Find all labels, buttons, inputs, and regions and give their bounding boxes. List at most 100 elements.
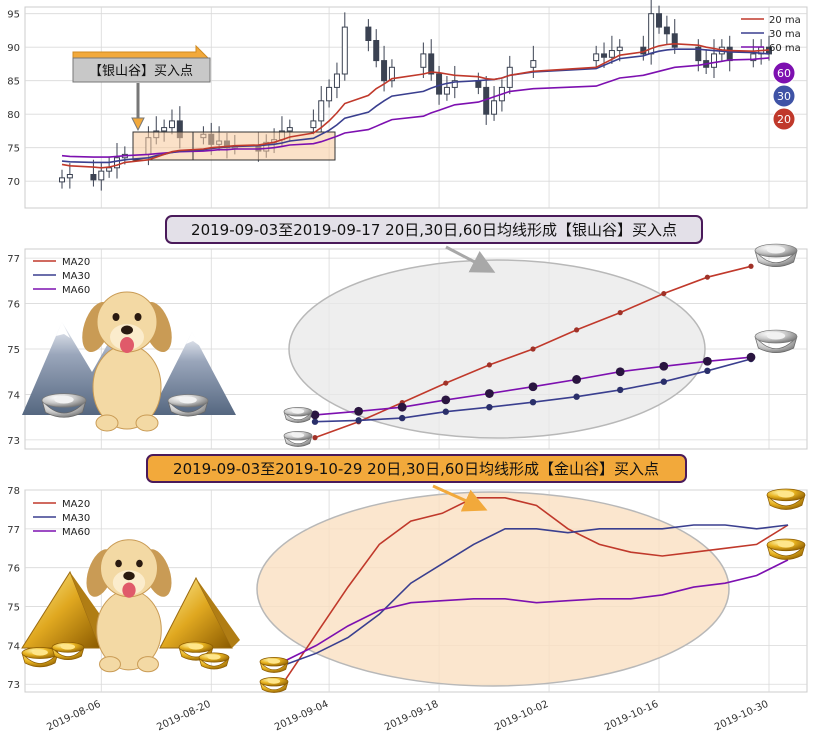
mid-point-ma30-0 [311, 418, 319, 425]
mid-point-ma30-3 [442, 408, 449, 415]
candle [365, 19, 372, 52]
mid-point-ma30-6 [573, 393, 580, 400]
end-badges: 60 30 20 [772, 61, 796, 131]
candle [593, 45, 600, 68]
silver-valley-box-right [192, 131, 336, 161]
candle [428, 39, 435, 81]
silver-ingot-3 [283, 431, 313, 447]
mid-point-ma20-7 [617, 310, 623, 316]
mid-legend-label-ma20: MA20 [62, 257, 90, 268]
mid-legend-label-ma30: MA30 [62, 271, 90, 282]
mid-ytick-1: 74 [7, 390, 20, 401]
mid-legend: MA20 MA30 MA60 [33, 257, 90, 296]
mid-point-ma60-10 [746, 352, 756, 362]
mid-point-ma30-5 [529, 398, 537, 406]
candlestick-panel: 70 75 80 85 90 95 20 ma 30 ma 60 ma 60 30 20 [7, 0, 808, 209]
candle [388, 59, 395, 88]
mid-point-ma60-3 [441, 395, 451, 405]
gold-ingot-icon [21, 488, 806, 693]
annotation-box [72, 57, 211, 83]
gold-banner-title: 2019-09-03至2019-10-29 20日,30日,60日均线形成【金山… [173, 460, 659, 478]
mid-point-ma60-8 [659, 361, 669, 371]
gold-ingot-3 [198, 652, 230, 670]
candle [671, 19, 678, 54]
candle [443, 76, 450, 101]
candle [326, 79, 333, 108]
top-ytick-0: 70 [7, 177, 20, 188]
mid-point-ma60-9 [703, 356, 712, 366]
bot-legend: MA20 MA30 MA60 [33, 499, 90, 538]
mid-point-ma30-1 [355, 417, 362, 424]
mid-point-ma20-6 [574, 327, 580, 333]
mid-legend-label-ma60: MA60 [62, 285, 90, 296]
badge-60-label: 60 [777, 67, 791, 80]
silver-ingot-1 [167, 394, 209, 417]
mid-point-ma20-0 [312, 435, 318, 441]
mid-ytick-4: 77 [7, 254, 20, 265]
top-plot-frame [24, 6, 808, 209]
top-legend-label-ma60: 60 ma [769, 43, 801, 54]
candle [66, 163, 73, 189]
dog-icon [86, 539, 172, 673]
badge-30 [772, 84, 796, 108]
mid-point-ma20-3 [443, 380, 449, 386]
gold-valley-panel: 73 74 75 76 77 78 2019-08-06 2019-08-20 2019-09… [7, 454, 808, 734]
mid-ytick-2: 75 [7, 345, 20, 356]
mid-point-ma20-10 [748, 263, 754, 269]
gold-ingot-5 [259, 677, 289, 693]
silver-banner-title: 2019-09-03至2019-09-17 20日,30日,60日均线形成【银山… [191, 221, 677, 239]
mid-point-ma60-2 [397, 402, 407, 412]
top-ytick-5: 95 [7, 10, 20, 21]
bot-ytick-4: 77 [7, 525, 20, 536]
mid-point-ma30-7 [617, 386, 624, 394]
bot-y-tick-labels: 73 74 75 76 77 78 [7, 486, 20, 691]
candle [373, 29, 380, 68]
bot-xtick-1: 2019-08-20 [155, 699, 212, 734]
bot-ma20-line [284, 497, 789, 681]
candle [711, 39, 718, 79]
top-ma20-line [61, 42, 770, 169]
top-legend-label-ma30: 30 ma [769, 29, 801, 40]
bot-ma60-line [284, 559, 789, 662]
mid-point-ma30-8 [660, 378, 667, 385]
bot-legend-label-ma30: MA30 [62, 513, 90, 524]
top-ytick-3: 85 [7, 77, 20, 88]
badge-20-label: 20 [777, 113, 791, 126]
gold-ingot-6 [766, 488, 806, 510]
mid-point-ma30-4 [486, 403, 493, 411]
gold-ingot-7 [766, 538, 806, 560]
gold-ingot-1 [51, 642, 85, 661]
bot-ytick-3: 76 [7, 564, 20, 575]
mid-point-ma60-5 [528, 382, 538, 392]
mid-point-ma60-7 [615, 367, 625, 377]
bot-xtick-2: 2019-09-04 [273, 699, 330, 734]
gold-banner: 2019-09-03至2019-10-29 20日,30日,60日均线形成【金山… [146, 454, 687, 512]
bot-xtick-5: 2019-10-16 [603, 699, 660, 734]
bot-xtick-0: 2019-08-06 [45, 699, 102, 734]
mid-point-ma60-0 [310, 410, 320, 420]
bot-legend-label-ma20: MA20 [62, 499, 90, 510]
candle [90, 159, 97, 187]
candle [310, 109, 317, 135]
top-ytick-2: 80 [7, 110, 20, 121]
silver-ingot-4 [754, 243, 798, 268]
mid-point-ma20-5 [530, 346, 536, 352]
bot-ytick-1: 74 [7, 641, 20, 652]
bot-x-tick-labels: 2019-08-06 2019-08-20 2019-09-04 2019-09-18… [45, 699, 770, 734]
bot-xtick-4: 2019-10-02 [493, 699, 550, 734]
candle [341, 12, 348, 81]
silver-ingot-icon [41, 243, 798, 447]
candle [168, 109, 175, 135]
bot-ytick-0: 73 [7, 680, 20, 691]
bot-xtick-6: 2019-10-30 [713, 699, 770, 734]
silver-banner-box [165, 215, 703, 244]
mid-point-ma20-4 [486, 362, 492, 368]
mid-point-ma60-4 [485, 389, 494, 398]
mid-point-ma30-9 [704, 367, 711, 375]
top-ytick-4: 90 [7, 43, 20, 54]
silver-banner-arrow [445, 245, 496, 273]
candle [663, 15, 670, 45]
annotation-pointer-head [131, 117, 145, 132]
candle [491, 86, 498, 121]
